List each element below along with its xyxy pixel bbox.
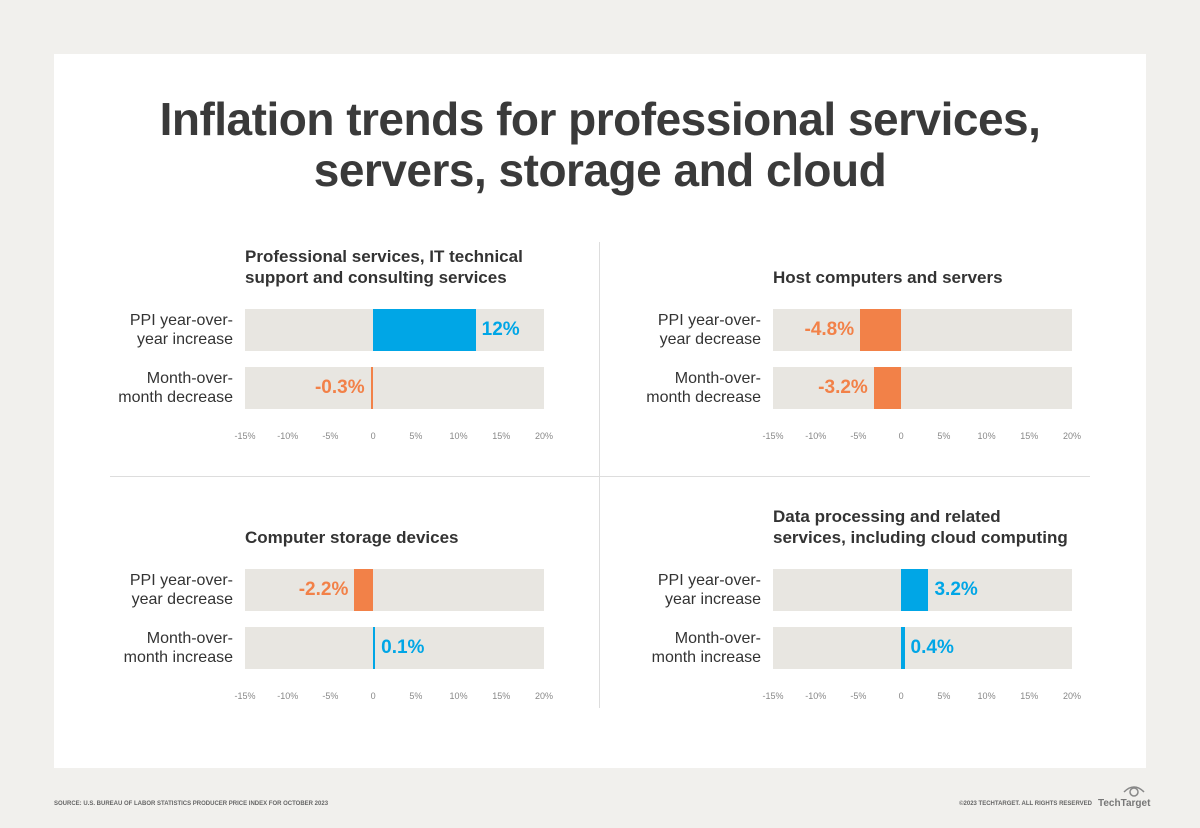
x-tick-label: -15% bbox=[762, 691, 784, 701]
bar-track bbox=[245, 569, 544, 611]
x-tick-label: -15% bbox=[762, 431, 784, 441]
bar bbox=[860, 309, 902, 351]
x-tick-label: 20% bbox=[1062, 691, 1082, 701]
x-tick-label: -5% bbox=[850, 431, 867, 441]
x-tick-label: 5% bbox=[937, 431, 951, 441]
main-title: Inflation trends for professional servic… bbox=[159, 93, 1041, 196]
category-label: Month-over- month decrease bbox=[646, 370, 761, 406]
category-label: Month-over- month increase bbox=[651, 630, 761, 666]
logo: TechTarget bbox=[1098, 798, 1151, 809]
value-label: -2.2% bbox=[298, 579, 349, 600]
bar bbox=[354, 569, 374, 611]
x-tick-label: 0 bbox=[898, 691, 904, 701]
bar bbox=[901, 569, 929, 611]
x-tick-label: -10% bbox=[277, 691, 299, 701]
x-tick-label: -10% bbox=[805, 691, 827, 701]
bar-track bbox=[773, 627, 1072, 669]
source: SOURCE: U.S. BUREAU OF LABOR STATISTICS … bbox=[54, 801, 329, 807]
x-tick-label: 5% bbox=[409, 691, 423, 701]
x-tick-label: -5% bbox=[322, 431, 339, 441]
x-tick-label: 0 bbox=[898, 431, 904, 441]
x-tick-label: 0 bbox=[370, 691, 376, 701]
x-tick-label: -10% bbox=[805, 431, 827, 441]
bar-track bbox=[773, 309, 1072, 351]
panel-title: Host computers and servers bbox=[773, 268, 1003, 287]
x-tick-label: -5% bbox=[850, 691, 867, 701]
x-tick-label: -15% bbox=[234, 431, 256, 441]
category-label: PPI year-over- year increase bbox=[129, 312, 233, 348]
panel-title: Professional services, IT technical supp… bbox=[245, 247, 523, 287]
value-label: -0.3% bbox=[314, 377, 365, 398]
x-tick-label: 0 bbox=[370, 431, 376, 441]
x-tick-label: -15% bbox=[234, 691, 256, 701]
x-tick-label: 10% bbox=[977, 691, 996, 701]
bar bbox=[901, 627, 905, 669]
divider bbox=[110, 476, 1090, 477]
value-label: -3.2% bbox=[818, 377, 868, 398]
x-tick-label: 15% bbox=[1020, 431, 1039, 441]
x-tick-label: 20% bbox=[534, 431, 554, 441]
bar bbox=[373, 309, 476, 351]
x-tick-label: 5% bbox=[409, 431, 423, 441]
panel-title: Data processing and related services, in… bbox=[773, 507, 1068, 547]
x-tick-label: 10% bbox=[449, 691, 468, 701]
divider bbox=[599, 242, 600, 708]
category-label: PPI year-over- year decrease bbox=[129, 572, 233, 608]
category-label: Month-over- month decrease bbox=[118, 370, 233, 406]
x-tick-label: 10% bbox=[977, 431, 996, 441]
x-tick-label: 20% bbox=[1062, 431, 1082, 441]
x-tick-label: 15% bbox=[492, 691, 511, 701]
panel-title: Computer storage devices bbox=[245, 528, 459, 547]
logo-icon bbox=[1123, 786, 1145, 797]
value-label: 12% bbox=[481, 319, 520, 340]
bar-track bbox=[773, 367, 1072, 409]
category-label: PPI year-over- year increase bbox=[657, 572, 761, 608]
x-tick-label: 15% bbox=[492, 431, 511, 441]
x-tick-label: 5% bbox=[937, 691, 951, 701]
value-label: 0.1% bbox=[381, 637, 425, 658]
category-label: Month-over- month increase bbox=[123, 630, 233, 666]
bar bbox=[873, 367, 902, 409]
x-tick-label: -10% bbox=[277, 431, 299, 441]
value-label: -4.8% bbox=[804, 319, 855, 340]
value-label: 3.2% bbox=[934, 579, 978, 600]
copyright: ©2023 TECHTARGET. ALL RIGHTS RESERVED bbox=[959, 801, 1092, 807]
x-tick-label: 20% bbox=[534, 691, 554, 701]
bar-track bbox=[245, 367, 544, 409]
x-tick-label: -5% bbox=[322, 691, 339, 701]
category-label: PPI year-over- year decrease bbox=[657, 312, 761, 348]
value-label: 0.4% bbox=[910, 637, 954, 658]
x-tick-label: 15% bbox=[1020, 691, 1039, 701]
bar-track bbox=[245, 627, 544, 669]
bar bbox=[373, 627, 376, 669]
bar bbox=[370, 367, 374, 409]
x-tick-label: 10% bbox=[449, 431, 468, 441]
